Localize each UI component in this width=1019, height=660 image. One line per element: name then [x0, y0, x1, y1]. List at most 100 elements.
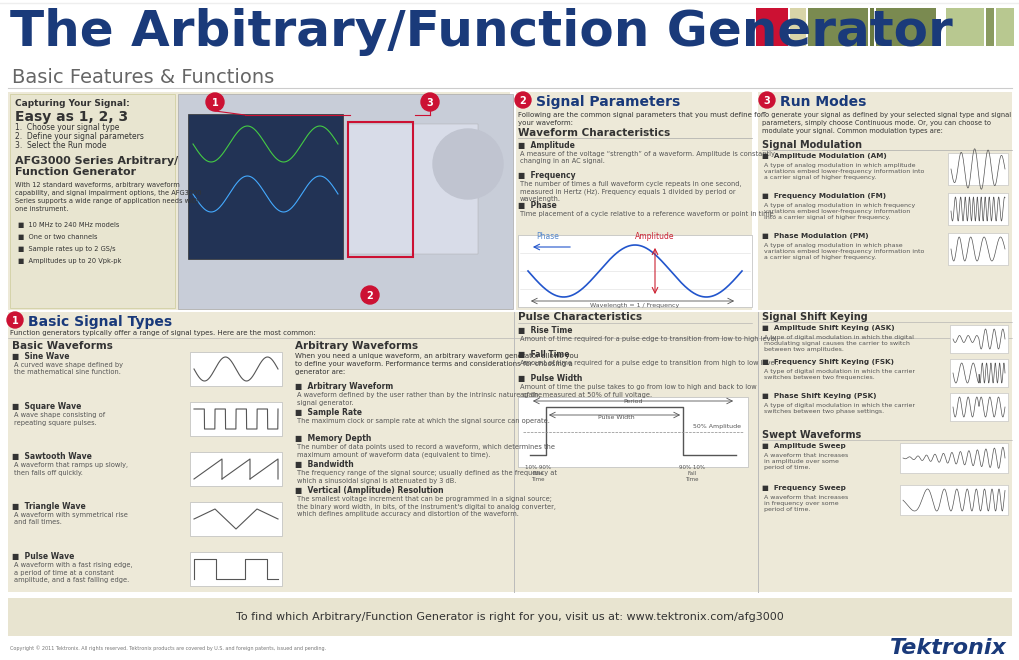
- Text: ■  One or two channels: ■ One or two channels: [18, 234, 98, 240]
- Text: Capturing Your Signal:: Capturing Your Signal:: [15, 99, 129, 108]
- Text: A curved wave shape defined by
the mathematical sine function.: A curved wave shape defined by the mathe…: [14, 362, 123, 376]
- Text: ■  10 MHz to 240 MHz models: ■ 10 MHz to 240 MHz models: [18, 222, 119, 228]
- Text: ■  Frequency Shift Keying (FSK): ■ Frequency Shift Keying (FSK): [761, 359, 893, 365]
- Text: The frequency range of the signal source; usually defined as the frequency at
wh: The frequency range of the signal source…: [297, 470, 556, 484]
- Text: A measure of the voltage “strength” of a waveform. Amplitude is constantly
chang: A measure of the voltage “strength” of a…: [520, 151, 774, 164]
- Text: To generate your signal as defined by your selected signal type and signal
param: To generate your signal as defined by yo…: [761, 112, 1010, 134]
- Text: Time placement of a cycle relative to a reference waveform or point in time.: Time placement of a cycle relative to a …: [520, 211, 775, 217]
- Text: The Arbitrary/Function Generator: The Arbitrary/Function Generator: [10, 8, 952, 56]
- Bar: [995, 8, 1013, 46]
- Text: ■  Vertical (Amplitude) Resolution: ■ Vertical (Amplitude) Resolution: [294, 486, 443, 495]
- Text: Signal Shift Keying: Signal Shift Keying: [761, 312, 867, 322]
- Bar: [869, 8, 873, 46]
- Circle shape: [206, 93, 224, 111]
- Bar: [190, 402, 281, 436]
- Bar: [807, 8, 867, 46]
- Bar: [790, 8, 805, 46]
- Text: ■  Phase: ■ Phase: [518, 201, 556, 210]
- Bar: [190, 352, 281, 386]
- Bar: [875, 8, 935, 46]
- Text: A waveform defined by the user rather than by the intrinsic nature of the
signal: A waveform defined by the user rather th…: [297, 392, 541, 405]
- Text: Period: Period: [623, 399, 642, 404]
- Bar: [949, 359, 1007, 387]
- Text: Pulse Characteristics: Pulse Characteristics: [518, 312, 642, 322]
- Circle shape: [7, 312, 23, 328]
- Text: Amount of time required for a pulse edge to transition from low to high level.: Amount of time required for a pulse edge…: [520, 336, 777, 342]
- Text: ■  Amplitude Sweep: ■ Amplitude Sweep: [761, 443, 845, 449]
- Text: A type of analog modulation in which phase
variations embed lower-frequency info: A type of analog modulation in which pha…: [763, 243, 923, 261]
- Text: A waveform that increases
in frequency over some
period of time.: A waveform that increases in frequency o…: [763, 495, 848, 512]
- Text: Phase: Phase: [536, 232, 558, 241]
- Text: 1: 1: [211, 98, 218, 108]
- Bar: [518, 235, 751, 307]
- Text: ■  Phase Shift Keying (PSK): ■ Phase Shift Keying (PSK): [761, 393, 875, 399]
- Bar: [947, 153, 1007, 185]
- Text: When you need a unique waveform, an arbitrary waveform generator allows you
to d: When you need a unique waveform, an arbi…: [294, 353, 578, 375]
- Text: 1.  Choose your signal type: 1. Choose your signal type: [15, 123, 119, 132]
- Circle shape: [433, 129, 502, 199]
- Text: ■  Memory Depth: ■ Memory Depth: [294, 434, 371, 443]
- Bar: [947, 193, 1007, 225]
- Text: Swept Waveforms: Swept Waveforms: [761, 430, 860, 440]
- Text: ■  Frequency: ■ Frequency: [518, 171, 575, 180]
- Text: ■  Sine Wave: ■ Sine Wave: [12, 352, 69, 361]
- Text: With 12 standard waveforms, arbitrary waveform
capability, and signal impairment: With 12 standard waveforms, arbitrary wa…: [15, 182, 202, 212]
- Text: ■  Fall Time: ■ Fall Time: [518, 350, 569, 359]
- Text: Tektronix: Tektronix: [890, 638, 1006, 658]
- Bar: [347, 122, 413, 257]
- Text: Basic Features & Functions: Basic Features & Functions: [12, 68, 274, 87]
- Bar: [899, 485, 1007, 515]
- Text: A type of analog modulation in which amplitude
variations embed lower-frequency : A type of analog modulation in which amp…: [763, 163, 923, 180]
- Text: Amount of time the pulse takes to go from low to high and back to low
again, mea: Amount of time the pulse takes to go fro…: [520, 384, 756, 397]
- Text: Function Generator: Function Generator: [15, 167, 136, 177]
- Bar: [949, 325, 1007, 353]
- Bar: [8, 598, 1011, 636]
- Text: ■  Phase Modulation (PM): ■ Phase Modulation (PM): [761, 233, 868, 239]
- Text: 3: 3: [763, 96, 769, 106]
- Text: Function generators typically offer a range of signal types. Here are the most c: Function generators typically offer a ra…: [10, 330, 316, 336]
- Text: 3.  Select the Run mode: 3. Select the Run mode: [15, 141, 106, 150]
- Text: Signal Modulation: Signal Modulation: [761, 140, 861, 150]
- Text: A waveform that increases
in amplitude over some
period of time.: A waveform that increases in amplitude o…: [763, 453, 848, 471]
- Circle shape: [515, 92, 531, 108]
- Text: Copyright © 2011 Tektronix. All rights reserved. Tektronix products are covered : Copyright © 2011 Tektronix. All rights r…: [10, 645, 326, 651]
- Text: A waveform that ramps up slowly,
then falls off quickly.: A waveform that ramps up slowly, then fa…: [14, 462, 127, 475]
- Bar: [10, 94, 175, 308]
- Text: ■  Triangle Wave: ■ Triangle Wave: [12, 502, 86, 511]
- Text: ■  Sample rates up to 2 GS/s: ■ Sample rates up to 2 GS/s: [18, 246, 115, 252]
- Text: A waveform with symmetrical rise
and fall times.: A waveform with symmetrical rise and fal…: [14, 512, 127, 525]
- Circle shape: [758, 92, 774, 108]
- Text: Signal Parameters: Signal Parameters: [535, 95, 680, 109]
- Bar: [947, 233, 1007, 265]
- Circle shape: [361, 286, 379, 304]
- Text: ■  Pulse Width: ■ Pulse Width: [518, 374, 582, 383]
- Text: 3: 3: [426, 98, 433, 108]
- Bar: [190, 452, 281, 486]
- Text: ■  Amplitude Shift Keying (ASK): ■ Amplitude Shift Keying (ASK): [761, 325, 894, 331]
- Text: Following are the common signal parameters that you must define for
your wavefor: Following are the common signal paramete…: [518, 112, 763, 126]
- Text: ■  Amplitude: ■ Amplitude: [518, 141, 575, 150]
- Text: A type of digital modulation in which the digital
modulating signal causes the c: A type of digital modulation in which th…: [763, 335, 913, 352]
- Text: Basic Signal Types: Basic Signal Types: [28, 315, 172, 329]
- Text: Arbitrary Waveforms: Arbitrary Waveforms: [294, 341, 418, 351]
- Text: The smallest voltage increment that can be programmed in a signal source;
the bi: The smallest voltage increment that can …: [297, 496, 555, 517]
- Bar: [8, 92, 510, 310]
- Bar: [8, 312, 1011, 592]
- Text: ■  Arbitrary Waveform: ■ Arbitrary Waveform: [294, 382, 393, 391]
- Bar: [949, 393, 1007, 421]
- Text: A waveform with a fast rising edge,
a period of time at a constant
amplitude, an: A waveform with a fast rising edge, a pe…: [14, 562, 132, 583]
- Text: Amount of time required for a pulse edge to transition from high to low level.: Amount of time required for a pulse edge…: [520, 360, 777, 366]
- Text: ■  Rise Time: ■ Rise Time: [518, 326, 572, 335]
- Text: ■  Frequency Modulation (FM): ■ Frequency Modulation (FM): [761, 193, 886, 199]
- Text: ■  Frequency Sweep: ■ Frequency Sweep: [761, 485, 845, 491]
- Circle shape: [421, 93, 438, 111]
- Text: 2.  Define your signal parameters: 2. Define your signal parameters: [15, 132, 144, 141]
- Text: 10% 90%
Rise
Time: 10% 90% Rise Time: [525, 465, 550, 482]
- Bar: [757, 92, 1011, 310]
- Text: 50% Amplitude: 50% Amplitude: [692, 424, 740, 429]
- Text: 2: 2: [519, 96, 526, 106]
- Text: ■  Sawtooth Wave: ■ Sawtooth Wave: [12, 452, 92, 461]
- Bar: [190, 552, 281, 586]
- Bar: [518, 397, 747, 467]
- Bar: [347, 124, 478, 254]
